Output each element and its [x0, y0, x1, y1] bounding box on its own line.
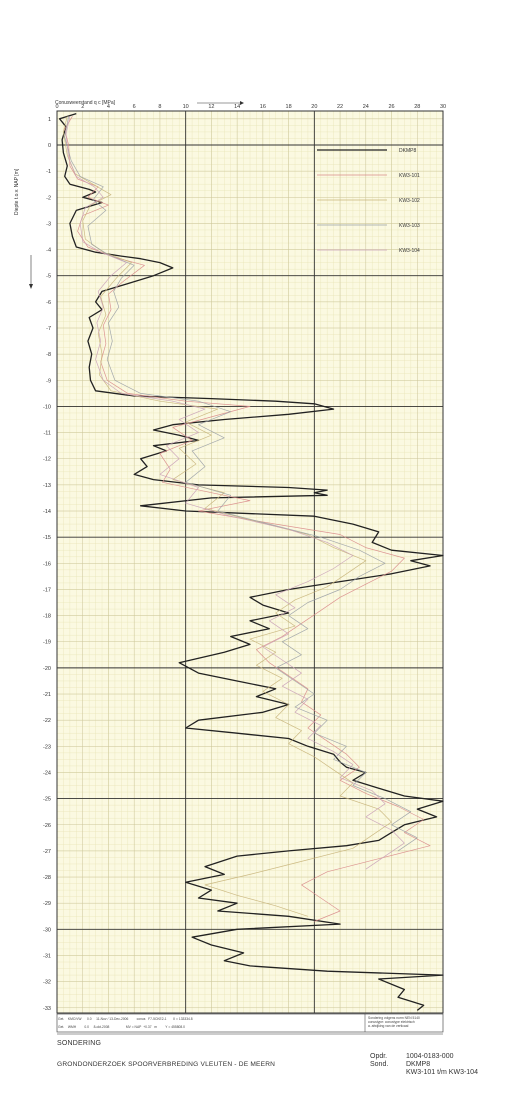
y-tick-label: -17	[43, 587, 51, 593]
y-tick-label: -22	[43, 718, 51, 724]
series-line-kw3-102	[63, 116, 392, 917]
x-tick-label: 12	[208, 104, 214, 110]
legend-label: KW3-103	[399, 223, 420, 229]
y-tick-label: -6	[46, 300, 51, 306]
y-tick-label: -3	[46, 221, 51, 227]
y-tick-label: -24	[43, 770, 51, 776]
y-tick-label: -26	[43, 823, 51, 829]
x-tick-label: 6	[133, 104, 136, 110]
x-axis-arrow-head	[240, 101, 244, 105]
norm-note: Sondering volgens norm NEN 5140 conustyp…	[368, 1016, 420, 1028]
info-row-1: Get. KMC/VW 0.0 11-Nov / 13-Dec-2006 con…	[58, 1017, 193, 1021]
opdr-label: Opdr.	[370, 1053, 388, 1060]
y-tick-label: -28	[43, 875, 51, 881]
x-tick-label: 18	[286, 104, 292, 110]
legend-label: KW3-101	[399, 173, 420, 179]
x-axis-title: Conusweerstand q c [MPa]	[55, 100, 116, 106]
sond-label: Sond.	[370, 1061, 389, 1068]
y-tick-label: -30	[43, 927, 51, 933]
sond-value: DKMP8	[406, 1061, 431, 1068]
y-tick-label: -15	[43, 535, 51, 541]
x-tick-label: 0	[55, 104, 58, 110]
y-tick-label: -33	[43, 1006, 51, 1012]
x-tick-label: 26	[388, 104, 394, 110]
y-tick-label: -18	[43, 614, 51, 620]
y-tick-label: 0	[48, 143, 51, 149]
x-tick-label: 22	[337, 104, 343, 110]
y-tick-label: -5	[46, 274, 51, 280]
y-axis-title: Diepte t.o.v. NAP [m]	[14, 168, 20, 215]
y-tick-label: -1	[46, 169, 51, 175]
y-tick-label: -11	[43, 431, 51, 437]
y-tick-label: -7	[46, 326, 51, 332]
y-tick-label: -31	[43, 953, 51, 959]
y-tick-label: -29	[43, 901, 51, 907]
x-tick-label: 24	[363, 104, 369, 110]
x-tick-label: 28	[414, 104, 420, 110]
info-strip-box	[56, 1013, 444, 1033]
y-tick-label: -21	[43, 692, 51, 698]
x-tick-label: 8	[158, 104, 161, 110]
y-tick-label: -13	[43, 483, 51, 489]
legend-label: KW3-104	[399, 248, 420, 254]
y-tick-label: -8	[46, 352, 51, 358]
opdr-value: 1004-0183-000	[406, 1053, 454, 1060]
legend-label: DKMP8	[399, 148, 416, 154]
y-tick-label: -32	[43, 980, 51, 986]
project-title: GRONDONDERZOEK SPOORVERBREDING VLEUTEN -…	[57, 1061, 276, 1068]
y-tick-label: -23	[43, 744, 51, 750]
y-tick-label: -20	[43, 666, 51, 672]
x-tick-label: 10	[183, 104, 189, 110]
x-tick-label: 14	[234, 104, 240, 110]
x-tick-label: 16	[260, 104, 266, 110]
sond-range: KW3-101 t/m KW3-104	[406, 1069, 478, 1076]
series-line-kw3-103	[64, 116, 418, 852]
y-tick-label: -12	[43, 457, 51, 463]
series-line-kw3-104	[65, 116, 405, 870]
x-tick-label: 20	[311, 104, 317, 110]
info-row-2: Get. WMH 0.0 8-okt-2008 MV = NAP +0.37 m…	[58, 1025, 185, 1029]
legend-label: KW3-102	[399, 198, 420, 204]
y-tick-label: 1	[48, 117, 51, 123]
y-tick-label: -4	[46, 248, 51, 254]
y-tick-label: -27	[43, 849, 51, 855]
y-tick-label: -9	[46, 378, 51, 384]
x-tick-label: 4	[107, 104, 110, 110]
x-tick-label: 30	[440, 104, 446, 110]
y-axis-arrow-head	[29, 284, 33, 289]
plot-frame	[56, 110, 444, 1014]
y-tick-label: -14	[43, 509, 51, 515]
series-line-dkmp8	[58, 112, 444, 1011]
y-tick-label: -2	[46, 195, 51, 201]
x-tick-label: 2	[81, 104, 84, 110]
sheet-title: SONDERING	[57, 1040, 102, 1047]
y-tick-label: -10	[43, 404, 51, 410]
y-tick-label: -25	[43, 797, 51, 803]
y-tick-label: -19	[43, 640, 51, 646]
y-tick-label: -16	[43, 561, 51, 567]
